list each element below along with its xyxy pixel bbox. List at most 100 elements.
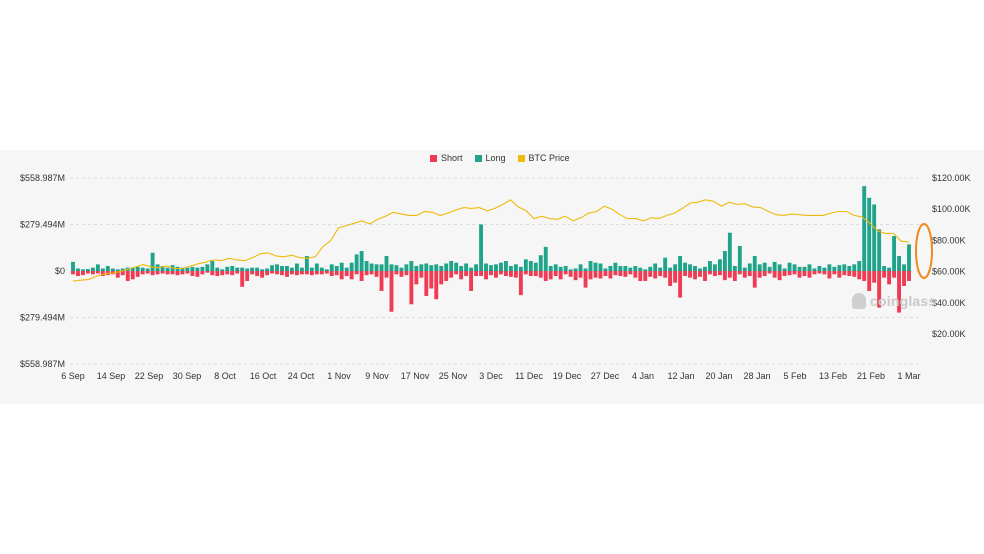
long-bar [608,266,613,271]
long-bar [598,263,603,271]
short-bar [225,271,230,275]
short-bar [205,271,210,273]
long-bar [434,264,439,271]
short-bar [518,271,523,296]
long-bar [683,262,688,271]
short-bar [802,271,807,276]
long-bar [902,264,906,271]
short-bar [807,271,812,278]
short-bar [165,271,170,275]
left-axis-labels: $558.987M $279.494M $0 $279.494M $558.987M [20,173,65,369]
short-bar [752,271,757,288]
short-bar [469,271,474,291]
long-bar [499,262,503,271]
chart-legend: Short Long BTC Price [430,153,570,163]
short-bar [459,271,464,280]
long-bar [369,263,374,271]
short-bar [304,271,309,275]
short-bar [842,271,847,276]
long-bar [663,257,668,271]
short-bar [270,271,274,274]
short-bar [503,271,508,276]
long-bar [678,256,683,271]
short-bar [638,271,643,281]
long-bar [842,264,847,271]
short-bar [409,271,414,305]
long-bar [837,265,842,271]
short-bar [135,271,140,277]
short-bar [772,271,777,278]
short-bar [344,271,349,276]
short-bar [449,271,454,278]
right-axis-tick: $20.00K [932,329,966,339]
long-bar [673,264,678,271]
short-bar [712,271,717,276]
long-bar [827,264,832,271]
long-bar [712,264,717,271]
short-bar [140,271,145,275]
long-bar [787,262,792,271]
short-bar [125,271,130,281]
long-bar [797,266,802,271]
long-bar [359,251,364,271]
short-bar [583,271,588,288]
long-bar [802,266,807,271]
short-bar [294,271,299,276]
long-bar [503,261,508,271]
long-bar [892,236,897,271]
short-bar [812,271,817,275]
short-bar [374,271,379,277]
long-bar [832,266,837,271]
short-bar [434,271,439,300]
legend-item-price[interactable]: BTC Price [517,153,570,163]
short-bar [255,271,260,276]
short-bar [479,271,483,276]
short-bar [260,271,265,278]
long-bar [225,266,230,271]
long-bar [464,263,469,271]
long-bar [294,263,299,271]
short-bar [722,271,727,281]
long-bar [469,267,474,271]
short-bar [175,271,180,276]
long-bar [573,268,578,271]
short-bar [230,271,235,276]
long-bar [250,267,255,271]
long-bar [757,264,762,271]
long-bar [429,265,434,271]
long-bar [319,267,324,271]
short-bar [727,271,732,278]
x-axis-tick: 28 Jan [743,371,770,381]
long-bar [727,232,732,271]
long-bar [280,266,284,271]
long-bar [479,224,483,271]
short-bar [404,271,409,276]
long-bar [270,265,274,271]
long-bar [553,264,558,271]
left-axis-tick: $0 [55,266,65,276]
long-bar [409,261,414,271]
long-bar [449,261,454,271]
short-bar [319,271,324,275]
short-bar [484,271,488,280]
short-bar [90,271,95,275]
long-bar [747,263,752,271]
long-bar [230,266,235,271]
short-bar [379,271,384,291]
short-bar [837,271,842,278]
legend-price-label: BTC Price [528,153,570,163]
x-axis-tick: 17 Nov [401,371,430,381]
short-bar [683,271,688,276]
long-bar [862,186,867,271]
price-swatch [517,154,525,162]
long-bar [285,266,289,271]
x-axis-tick: 6 Sep [61,371,85,381]
legend-item-long[interactable]: Long [474,153,506,163]
short-bar [265,271,270,276]
short-bar [792,271,797,275]
legend-item-short[interactable]: Short [430,153,463,163]
long-bar [732,266,737,271]
long-bar [877,229,882,271]
short-bar [81,271,85,276]
short-bar [250,271,255,275]
